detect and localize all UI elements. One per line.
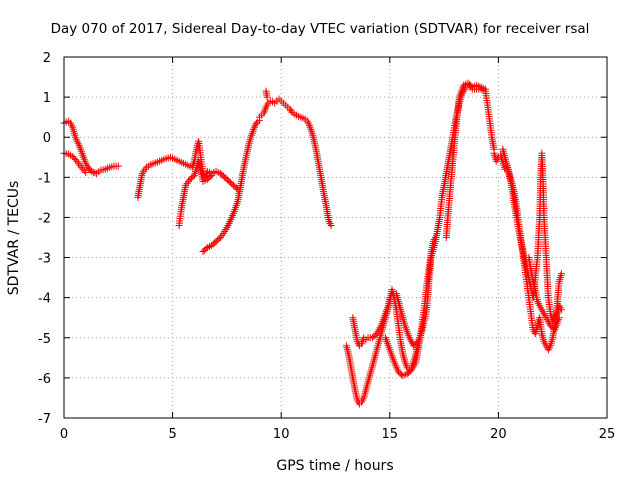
data-point bbox=[80, 167, 88, 175]
data-point bbox=[481, 85, 489, 93]
data-point bbox=[88, 167, 96, 175]
data-point bbox=[263, 93, 271, 101]
data-point bbox=[70, 154, 78, 162]
data-point bbox=[77, 163, 85, 171]
data-point bbox=[202, 245, 210, 253]
data-point bbox=[557, 306, 565, 314]
data-point bbox=[208, 171, 216, 179]
y-tick-label: -6 bbox=[38, 372, 51, 387]
data-point bbox=[72, 156, 80, 164]
y-tick-label: -2 bbox=[38, 211, 51, 226]
chart-title: Day 070 of 2017, Sidereal Day-to-day VTE… bbox=[51, 21, 590, 37]
data-point bbox=[252, 120, 260, 128]
plot-frame bbox=[63, 56, 608, 419]
data-point bbox=[557, 270, 565, 278]
x-tick-label: 20 bbox=[490, 427, 507, 442]
x-tick-label: 25 bbox=[599, 427, 616, 442]
x-tick-label: 0 bbox=[60, 427, 68, 442]
data-point bbox=[287, 107, 295, 115]
y-tick-label: 1 bbox=[43, 91, 51, 106]
data-point bbox=[114, 162, 122, 170]
y-tick-label: -3 bbox=[38, 252, 51, 267]
data-point bbox=[327, 221, 335, 229]
x-axis-label: GPS time / hours bbox=[276, 458, 393, 474]
data-point bbox=[69, 152, 77, 160]
tick-labels: 0 5 10 15 20 25 -7 -6 -5 -4 -3 -2 -1 0 1 2 bbox=[38, 51, 615, 442]
y-tick-label: -1 bbox=[38, 171, 51, 186]
data-point bbox=[215, 235, 223, 243]
tick-marks bbox=[63, 56, 608, 419]
y-tick-label: -7 bbox=[38, 412, 51, 427]
y-tick-label: 2 bbox=[43, 51, 51, 66]
data-point bbox=[206, 173, 214, 181]
data-marks bbox=[60, 79, 565, 408]
data-point bbox=[79, 165, 87, 173]
x-tick-label: 5 bbox=[168, 427, 176, 442]
data-point bbox=[232, 184, 240, 192]
x-tick-label: 15 bbox=[382, 427, 399, 442]
y-tick-label: -4 bbox=[38, 292, 51, 307]
data-point bbox=[82, 169, 90, 177]
grid bbox=[64, 57, 607, 418]
y-axis-label: SDTVAR / TECUs bbox=[6, 181, 22, 296]
y-tick-label: -5 bbox=[38, 332, 51, 347]
x-tick-label: 10 bbox=[273, 427, 290, 442]
y-tick-label: 0 bbox=[43, 131, 51, 146]
data-point bbox=[555, 314, 563, 322]
